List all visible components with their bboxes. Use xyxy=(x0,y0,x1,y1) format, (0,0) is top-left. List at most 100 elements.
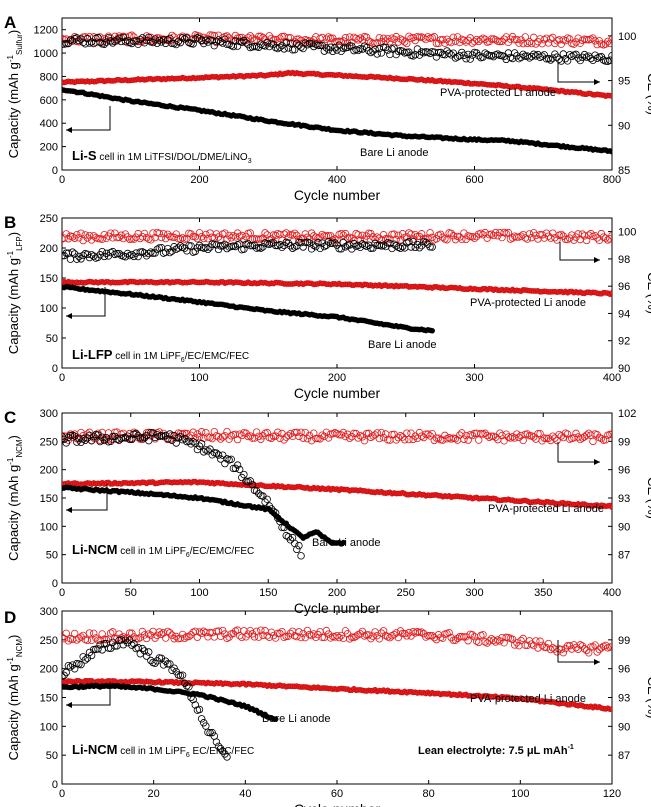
data-point xyxy=(204,245,212,254)
data-point xyxy=(390,44,398,52)
data-point xyxy=(337,245,345,253)
data-point xyxy=(195,705,204,714)
annotation-pva: PVA-protected Li anode xyxy=(440,87,556,99)
data-point xyxy=(337,229,345,238)
data-point xyxy=(394,231,403,240)
data-point xyxy=(341,34,350,42)
data-point xyxy=(316,435,324,443)
data-point xyxy=(130,633,138,641)
data-point xyxy=(530,50,538,58)
data-point xyxy=(223,427,231,436)
y2-tick-label: 87 xyxy=(618,750,630,762)
data-point xyxy=(538,437,546,445)
data-point xyxy=(563,430,572,438)
data-point xyxy=(187,631,195,639)
data-point xyxy=(350,633,358,642)
y-axis-label-sub: LFP xyxy=(15,236,24,251)
data-point xyxy=(62,230,70,238)
y-axis-label-end: ) xyxy=(6,435,21,439)
data-point xyxy=(189,40,197,48)
data-point xyxy=(240,627,248,635)
data-point xyxy=(223,244,231,253)
data-point xyxy=(106,229,115,237)
data-point xyxy=(221,459,229,468)
data-point xyxy=(491,638,500,646)
data-point xyxy=(106,629,115,637)
data-point xyxy=(426,631,434,640)
data-point xyxy=(424,430,432,438)
data-point xyxy=(62,252,66,260)
data-point xyxy=(189,695,197,704)
data-point xyxy=(587,431,595,439)
data-point xyxy=(75,36,83,45)
y2-axis-label: CE (%) xyxy=(645,73,651,115)
data-point xyxy=(443,47,451,55)
data-point xyxy=(219,433,227,441)
data-point xyxy=(92,634,100,642)
data-point xyxy=(265,32,274,40)
data-point xyxy=(377,428,386,437)
data-point xyxy=(400,38,409,46)
x-tick-label: 350 xyxy=(534,587,552,599)
data-point xyxy=(546,35,555,43)
data-point xyxy=(200,234,208,243)
data-point xyxy=(117,636,125,644)
x-tick-label: 300 xyxy=(465,587,483,599)
series-bare-li-anode-ce xyxy=(62,33,612,65)
data-point xyxy=(534,430,542,438)
data-point xyxy=(293,545,301,554)
arrow-to-capacity-axis xyxy=(66,484,108,511)
data-point xyxy=(591,641,599,649)
data-point xyxy=(284,431,293,440)
data-point xyxy=(475,37,483,46)
data-point xyxy=(223,753,231,761)
data-point xyxy=(609,93,612,99)
data-point xyxy=(510,641,519,649)
data-point xyxy=(295,432,303,441)
data-point xyxy=(310,241,318,249)
data-point xyxy=(73,438,81,446)
data-point xyxy=(498,233,506,242)
data-point xyxy=(371,431,379,439)
data-point xyxy=(240,36,248,45)
data-point xyxy=(464,637,472,645)
data-point xyxy=(324,630,333,638)
data-point xyxy=(90,232,98,240)
data-point xyxy=(166,248,174,257)
data-point xyxy=(580,232,589,240)
y-axis-label-end: ) xyxy=(6,30,21,34)
y-tick-label: 300 xyxy=(40,606,58,618)
data-point xyxy=(390,230,398,238)
data-point xyxy=(134,431,142,440)
data-point xyxy=(79,631,87,640)
data-point xyxy=(174,37,183,46)
data-point xyxy=(609,706,612,713)
data-point xyxy=(159,230,168,238)
data-point xyxy=(312,434,320,443)
data-point xyxy=(561,36,570,45)
data-point xyxy=(274,428,282,436)
y-tick-label: 50 xyxy=(46,550,58,562)
data-point xyxy=(276,43,284,51)
panel-label: D xyxy=(4,608,16,627)
data-point xyxy=(168,666,176,674)
data-point xyxy=(561,54,570,63)
panel-A: A 0 200 400 600 800 Cycle number 0 200 400 600 800 1… xyxy=(4,13,651,203)
data-point xyxy=(123,233,132,241)
data-point xyxy=(191,247,199,256)
data-point xyxy=(305,37,314,45)
x-tick-label: 400 xyxy=(603,372,621,384)
data-point xyxy=(233,42,242,50)
data-point xyxy=(345,635,354,643)
data-point xyxy=(367,48,375,57)
data-point xyxy=(553,236,561,244)
data-point xyxy=(187,440,195,448)
y-tick-label: 0 xyxy=(52,779,58,791)
data-point xyxy=(246,241,254,250)
data-point xyxy=(553,53,561,61)
arrow-to-capacity-axis xyxy=(66,106,111,131)
x-tick-label: 120 xyxy=(603,788,621,800)
data-point xyxy=(407,230,415,238)
data-point xyxy=(500,228,508,237)
data-point xyxy=(197,439,206,448)
